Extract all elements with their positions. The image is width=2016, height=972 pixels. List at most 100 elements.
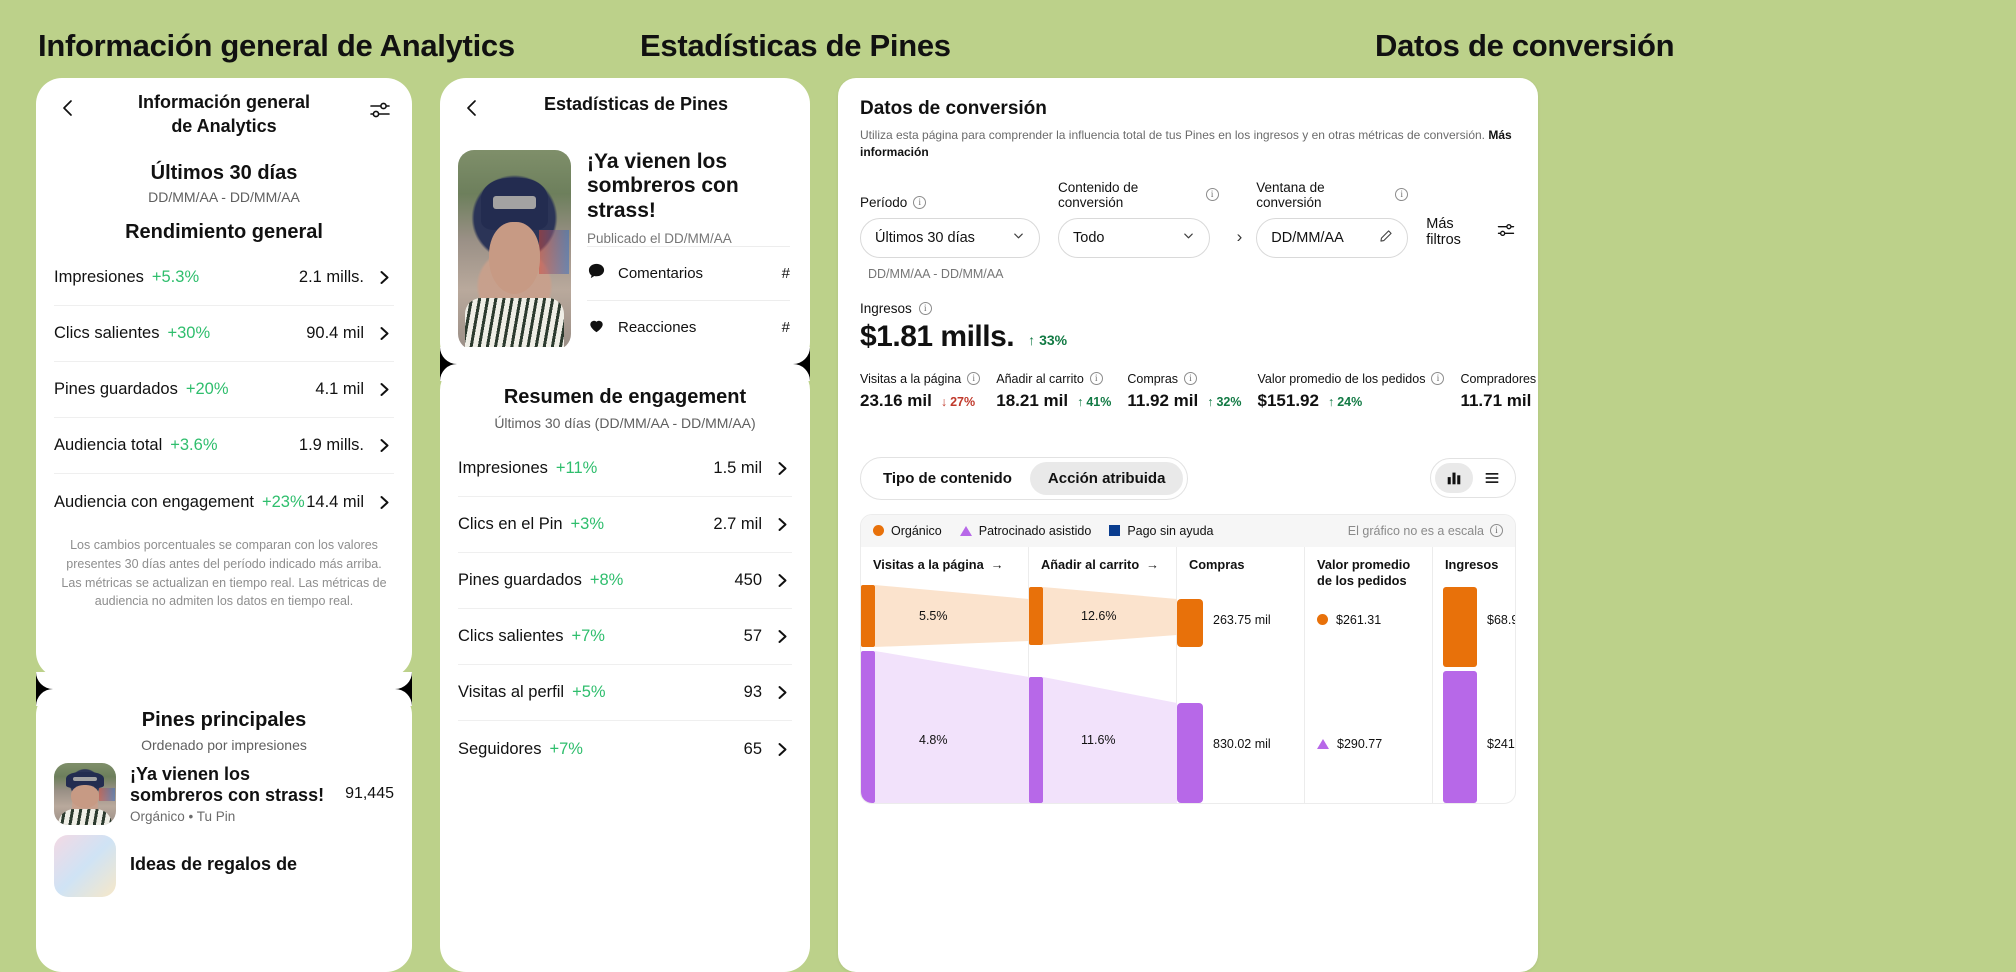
kpi-label-text: Compradores (1460, 371, 1537, 386)
conversion-content-value: Todo (1073, 229, 1105, 246)
legend-label: Patrocinado asistido (978, 523, 1092, 538)
metric-row[interactable]: Clics en el Pin +3% 2.7 mil (458, 497, 792, 553)
filter-sliders-icon[interactable] (368, 98, 392, 122)
metric-row[interactable]: Audiencia con engagement +23% 14.4 mil (54, 474, 394, 530)
overview-period: Últimos 30 días DD/MM/AA - DD/MM/AA (36, 162, 412, 205)
info-icon[interactable]: i (918, 301, 932, 315)
metric-delta: +8% (589, 571, 624, 589)
kpi-value: 23.16 mil (860, 390, 932, 410)
engagement-label: Comentarios (618, 265, 704, 283)
arrow-right-icon: → (1146, 556, 1159, 572)
overview-metric-list: Impresiones +5.3% 2.1 mills. Clics saliente… (36, 250, 412, 530)
kpi-delta-value: 32% (1216, 394, 1242, 409)
funnel-body: Visitas a la página → 5.5% 4.8% (861, 546, 1515, 803)
engagement-row-reactions[interactable]: Reacciones # (587, 300, 790, 354)
metric-name: Visitas al perfil (458, 683, 565, 701)
filter-conversion-window: Ventana de conversión i DD/MM/AA (1256, 180, 1409, 258)
page-title: Información general de Analytics (137, 92, 311, 137)
metric-row[interactable]: Seguidores +7% 65 (458, 721, 792, 777)
info-icon[interactable]: i (1089, 372, 1103, 386)
funnel-rate-assisted: 11.6% (1081, 732, 1116, 747)
engagement-metric-list: Impresiones +11% 1.5 mil Clics en el Pin +3%… (440, 441, 810, 777)
funnel-rate-organic: 12.6% (1081, 608, 1117, 623)
conversion-data-card: Datos de conversión Utiliza esta página … (838, 78, 1538, 972)
info-icon[interactable]: i (913, 195, 927, 209)
revenue-delta: ↑ 33% (1028, 332, 1067, 348)
chevron-right-icon (776, 742, 792, 757)
kpi-item: Visitas a la página i 23.16 mil ↓ 27% (860, 372, 981, 411)
funnel-col-ingresos: Ingresos $68.92 mills. $241.35 mills. (1433, 547, 1515, 803)
top-pin-row[interactable]: ¡Ya vienen los sombreros con strass! Orgá… (36, 753, 412, 825)
info-icon[interactable]: i (1395, 188, 1409, 202)
funnel-rate-organic: 5.5% (919, 608, 948, 623)
metric-row[interactable]: Clics salientes +30% 90.4 mil (54, 306, 394, 362)
info-icon[interactable]: i (1490, 524, 1503, 538)
tab-accion-atribuida[interactable]: Acción atribuida (1029, 461, 1184, 495)
info-icon[interactable]: i (1184, 372, 1198, 386)
metric-row[interactable]: Impresiones +5.3% 2.1 mills. (54, 250, 394, 306)
legend-marker-square (1109, 525, 1121, 537)
more-filters-label: Más filtros (1426, 215, 1461, 248)
funnel-revenue-organic: $68.92 mills. (1487, 612, 1515, 627)
conversion-window-input[interactable]: DD/MM/AA (1256, 217, 1409, 258)
metric-row[interactable]: Clics salientes +7% 57 (458, 609, 792, 665)
metric-name: Audiencia total (54, 436, 163, 454)
pin-title: Ideas de regalos de (130, 853, 298, 874)
chart-legend: Orgánico Patrocinado asistido Pago sin a… (861, 514, 1515, 547)
metric-row[interactable]: Impresiones +11% 1.5 mil (458, 441, 792, 497)
more-filters-button[interactable]: Más filtros (1426, 216, 1516, 248)
top-pins-subtitle: Ordenado por impresiones (141, 737, 307, 753)
info-icon[interactable]: i (967, 372, 981, 386)
legend-label: Orgánico (891, 523, 942, 538)
engagement-label: Reacciones (618, 319, 697, 337)
kpi-value: 11.92 mil (1127, 390, 1199, 410)
funnel-col-aov: Valor promedio de los pedidos $261.31 $2… (1305, 546, 1433, 803)
chevron-right-icon (378, 438, 394, 453)
chevron-right-icon (776, 685, 792, 700)
funnel-aov-assisted: $290.77 (1337, 736, 1383, 751)
top-pin-row[interactable]: Ideas de regalos de (36, 825, 412, 897)
kpi-delta-value: 41% (1086, 394, 1112, 409)
chevron-down-icon (1182, 229, 1195, 246)
chevron-down-icon (1012, 229, 1025, 246)
conversion-tabs: Tipo de contenido Acción atribuida (860, 456, 1189, 500)
metric-delta: +3.6% (170, 436, 218, 454)
metric-value: 1.9 mills. (298, 436, 364, 454)
metric-value: 93 (743, 683, 762, 701)
funnel-col-header: Compras (1189, 556, 1245, 572)
tab-tipo-de-contenido[interactable]: Tipo de contenido (883, 469, 1012, 487)
pin-image[interactable] (458, 150, 571, 350)
bar-chart-icon[interactable] (1435, 463, 1473, 494)
pin-stats-navbar: Estadísticas de Pines (440, 78, 810, 136)
metric-row[interactable]: Visitas al perfil +5% 93 (458, 665, 792, 721)
kpi-delta: ↓ 27% (941, 395, 975, 409)
metric-value: 57 (743, 627, 762, 645)
conversion-filters: Período i Últimos 30 días Contenido de c… (860, 180, 1516, 258)
more-info-link[interactable]: Más información (860, 128, 1512, 160)
metric-delta: +3% (570, 515, 605, 533)
funnel-revenue-assisted: $241.35 mills. (1487, 736, 1515, 751)
metric-row[interactable]: Pines guardados +8% 450 (458, 553, 792, 609)
list-icon[interactable] (1473, 463, 1511, 493)
conversion-content-dropdown[interactable]: Todo (1058, 217, 1210, 258)
metric-row[interactable]: Pines guardados +20% 4.1 mil (54, 362, 394, 418)
conversion-funnel-chart: Orgánico Patrocinado asistido Pago sin a… (860, 513, 1516, 804)
info-icon[interactable]: i (1205, 188, 1219, 202)
revenue-label-text: Ingresos (860, 300, 912, 316)
back-icon[interactable] (462, 98, 482, 118)
period-dropdown[interactable]: Últimos 30 días (860, 217, 1040, 258)
kpi-label: Valor promedio de los pedidos i (1258, 372, 1445, 386)
arrow-up-icon: ↑ (1028, 331, 1036, 348)
back-icon[interactable] (58, 98, 78, 118)
engagement-row-comments[interactable]: Comentarios # (587, 246, 790, 300)
pencil-edit-icon[interactable] (1379, 229, 1393, 247)
chevron-right-icon (378, 326, 394, 341)
kpi-label-text: Compras (1127, 371, 1179, 386)
legend-label: Pago sin ayuda (1127, 523, 1214, 538)
metric-delta: +11% (555, 459, 598, 477)
metric-name: Audiencia con engagement (54, 492, 254, 511)
metric-row[interactable]: Audiencia total +3.6% 1.9 mills. (54, 418, 394, 474)
marker-triangle-icon (1317, 738, 1329, 749)
info-icon[interactable]: i (1431, 372, 1445, 386)
analytics-overview-card: Información general de Analytics Últimos… (36, 78, 412, 678)
